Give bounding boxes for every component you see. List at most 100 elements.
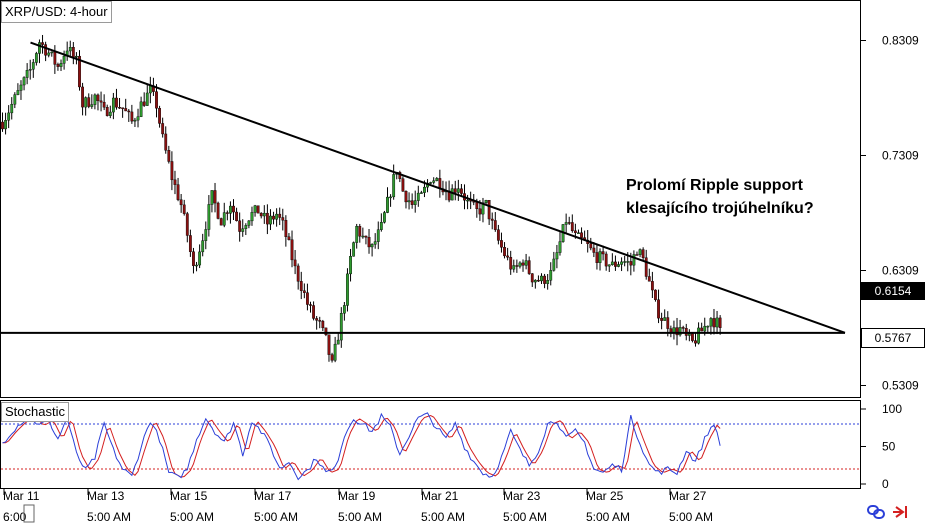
candle-body [638,249,642,255]
candle-body [410,200,414,205]
candle-body [453,188,457,193]
candle-body [204,229,208,241]
candle-body [570,222,574,232]
candle-body [210,190,214,205]
candle-body [216,202,220,219]
candle-body [484,200,488,203]
candle-body [87,97,91,107]
candle-body [272,215,275,220]
candle-body [346,273,349,306]
candle-body [632,254,636,266]
candle-body [555,252,559,260]
candle-body [81,86,84,108]
candle-body [358,226,362,237]
candle-body [75,55,78,58]
candle-body [256,205,260,214]
time-axis-label: 6:00 [3,510,27,524]
candle-body [691,333,694,341]
time-axis-label: 5:00 AM [254,510,298,524]
candle-body [173,179,177,185]
support-price-tag: 0.5767 [861,328,925,348]
candle-body [238,220,242,232]
candle-body [34,53,38,63]
candle-body [229,205,232,214]
candle-body [620,261,623,265]
candle-body [629,261,633,266]
candle-body [290,239,294,261]
candle-body [293,259,297,267]
candle-body [241,228,245,232]
price-axis-label: 0.6309 [882,264,919,278]
candle-body [423,186,426,193]
chart-title: XRP/USD: 4-hour [1,1,112,23]
candle-body [269,215,272,225]
candle-body [540,275,543,282]
candles-layer [1,34,722,363]
price-axis-label: 0.7309 [882,149,919,163]
candle-body [235,211,238,222]
candle-body [164,133,168,151]
candle-body [487,200,491,220]
candle-body [139,101,143,117]
candle-body [31,62,35,70]
candle-body [700,327,704,332]
stochastic-panel-border [0,400,861,489]
candle-body [118,107,121,109]
candle-body [13,94,17,105]
link-icon[interactable] [867,505,885,519]
candle-body [475,201,479,210]
time-axis-label: 5:00 AM [338,510,382,524]
candle-body [225,212,229,214]
date-axis-label: Mar 25 [586,489,624,503]
candle-body [309,304,312,306]
stochastic-axis-label: 50 [882,440,896,454]
candle-body [176,184,180,200]
date-axis-label: Mar 21 [421,489,459,503]
candle-body [262,212,266,217]
candle-body [253,205,257,213]
candle-body [115,97,118,108]
candle-body [296,265,300,282]
candle-body [614,261,617,267]
candle-body [342,305,346,314]
candle-body [278,213,282,218]
candle-body [44,44,48,56]
time-axis-label: 5:00 AM [170,510,214,524]
candle-body [41,42,44,45]
candle-body [506,255,510,258]
annotation-line-2: klesajícího trojúhelníku? [626,200,814,217]
candle-body [333,343,337,361]
candle-body [712,318,716,328]
candle-body [1,121,4,130]
candle-body [657,299,660,319]
candle-body [84,97,88,108]
candle-body [185,213,189,236]
candle-body [142,101,146,106]
candle-body [503,247,506,257]
candle-body [543,275,546,284]
candle-body [478,208,482,215]
candle-body [370,244,374,248]
candle-body [38,42,41,54]
candle-body [644,257,648,277]
candle-body [663,317,667,321]
candle-body [450,188,454,201]
candle-body [530,273,534,283]
candle-body [96,94,100,102]
candle-body [681,327,685,329]
candle-body [549,270,553,281]
candle-body [155,91,158,109]
candle-body [136,116,140,121]
candle-body [435,178,439,181]
candle-body [493,220,497,230]
candle-body [678,327,682,336]
candle-body [518,262,522,267]
date-axis-label: Mar 11 [3,489,40,503]
candle-body [533,279,537,283]
candle-body [718,317,722,328]
candle-body [339,313,343,341]
candle-body [635,254,639,256]
candle-body [327,334,331,355]
candle-body [623,261,627,263]
scroll-to-end-icon[interactable] [893,506,907,518]
